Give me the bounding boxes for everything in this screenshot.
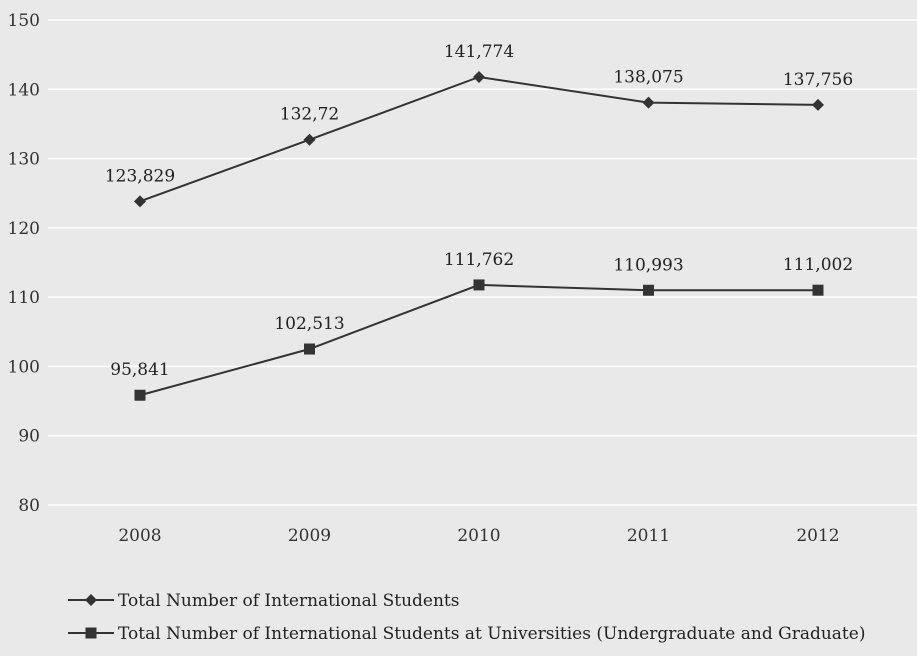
data-label: 110,993 <box>613 255 683 275</box>
y-tick-label: 110 <box>8 288 40 308</box>
data-point-1 <box>812 98 824 111</box>
y-tick-label: 100 <box>8 357 40 377</box>
data-point-1 <box>642 96 655 109</box>
data-label: 102,513 <box>274 314 344 334</box>
x-tick-label: 2011 <box>627 526 670 546</box>
data-point-1 <box>303 133 316 146</box>
data-point-2 <box>134 389 146 401</box>
data-point-2 <box>304 343 315 355</box>
data-label: 123,829 <box>105 166 175 186</box>
data-point-2 <box>812 284 824 296</box>
y-tick-label: 130 <box>8 150 40 170</box>
data-label: 111,762 <box>444 250 514 270</box>
y-tick-label: 150 <box>8 11 40 31</box>
legend-label: Total Number of International Students a… <box>118 624 865 644</box>
data-label: 132,72 <box>280 105 339 125</box>
x-tick-label: 2012 <box>796 526 839 546</box>
series-line-2 <box>139 283 819 397</box>
data-point-1 <box>473 70 485 83</box>
x-tick-label: 2008 <box>118 526 161 546</box>
data-point-2 <box>473 279 485 291</box>
legend-marker-1 <box>85 594 97 606</box>
y-tick-label: 120 <box>8 219 40 239</box>
data-label: 138,075 <box>613 68 683 88</box>
x-tick-label: 2010 <box>457 526 500 546</box>
y-tick-label: 90 <box>18 427 40 447</box>
data-point-1 <box>134 195 146 208</box>
data-point-2 <box>643 284 654 296</box>
legend-marker-2 <box>85 627 97 639</box>
data-label: 111,002 <box>783 255 853 275</box>
y-tick-label: 80 <box>18 496 40 516</box>
data-label: 95,841 <box>110 360 169 380</box>
x-tick-label: 2009 <box>288 526 331 546</box>
data-label: 137,756 <box>783 70 853 90</box>
data-label: 141,774 <box>444 42 514 62</box>
legend-label: Total Number of International Students <box>118 591 459 611</box>
series-line-1 <box>139 75 819 203</box>
y-tick-label: 140 <box>8 80 40 100</box>
